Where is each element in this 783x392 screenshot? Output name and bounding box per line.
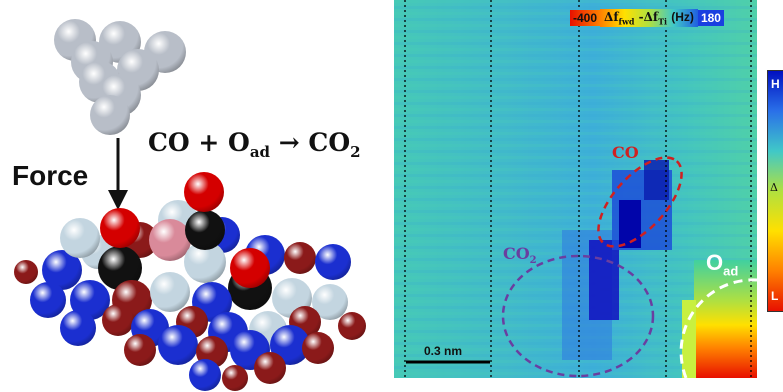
scan-line [394,66,757,69]
co2-label-text: CO [503,244,530,263]
scan-line [394,204,757,207]
surface-atom [158,325,198,365]
side-colorbar-low: L [771,289,779,303]
scan-line [394,48,757,51]
product: CO [308,128,351,157]
oad-label: Oad [706,250,738,278]
scan-line [394,198,757,201]
surface-atom [189,359,221,391]
co2-ellipse [501,254,655,378]
scan-line [394,216,757,219]
scan-line [394,222,757,225]
co2-label: CO2 [503,244,537,266]
colorbar-gradient: Δffwd -ΔfTi (Hz) [600,9,698,28]
scan-line [394,228,757,231]
co-label-text: CO [612,143,639,162]
surface-atom [150,272,190,312]
side-colorbar-high: H [771,77,780,91]
surface-atom [315,244,351,280]
scan-line [394,180,757,183]
scan-line [394,42,757,45]
co2-subscript: 2 [350,143,361,161]
scan-line [394,54,757,57]
scan-line [394,126,757,129]
oad-arc [679,278,757,378]
scan-line [394,96,757,99]
guide-lines [404,0,752,378]
scan-line [394,114,757,117]
surface-atom [100,208,140,248]
scan-line [394,360,757,363]
scan-line [394,84,757,87]
scan-line [394,132,757,135]
surface-atom [185,210,225,250]
scan-line [394,120,757,123]
scan-line [394,72,757,75]
surface-atom [124,334,156,366]
tip-atom [90,95,130,135]
scan-line [394,60,757,63]
scan-line [394,138,757,141]
surface-atom [149,219,191,261]
scan-line [394,108,757,111]
scan-line [394,366,757,369]
scan-line [394,150,757,153]
force-label: Force [12,160,89,191]
surface-atom [254,352,286,384]
side-colorbar-mid: Δ [770,181,778,194]
scan-line [394,168,757,171]
reaction-arrow: → [278,128,300,157]
co2-label-sub: 2 [529,255,537,267]
scan-line [394,6,757,9]
scan-line [394,156,757,159]
colorbar-minus: -Δf [638,10,659,24]
map-image [394,0,757,378]
surface-atom [338,312,366,340]
reactants: CO + O [148,128,250,157]
surface-atom [60,310,96,346]
surface-atom [184,172,224,212]
scan-line [394,192,757,195]
top-colorbar: -400 Δffwd -ΔfTi (Hz) 180 [570,9,724,28]
co-ellipse [597,156,683,248]
reaction-equation: CO + Oad → CO2 [148,128,361,161]
force-arrow [108,138,128,210]
colorbar-unit: (Hz) [671,10,694,24]
scan-line [394,30,757,33]
scan-line [394,144,757,147]
scan-line [394,372,757,375]
scan-line [394,162,757,165]
surface-atom [14,260,38,284]
scan-line [394,36,757,39]
oad-label-sub: ad [723,263,739,279]
colorbar-sub-fwd: fwd [618,16,635,27]
scan-line [394,102,757,105]
oad-label-text: O [706,250,724,275]
frequency-shift-map: -400 Δffwd -ΔfTi (Hz) 180 CO CO2 Oad 0.3… [394,0,757,378]
oad-subscript: ad [249,143,271,161]
side-colorbar: H Δ L [767,70,783,312]
scan-line [394,174,757,177]
colorbar-sub-ti: Ti [658,16,668,27]
colorbar-quantity: Δf [604,10,619,24]
surface-atom [102,304,134,336]
scale-bar-label: 0.3 nm [424,344,463,358]
scan-line [394,0,757,3]
scan-line [394,90,757,93]
surface-atom [30,282,66,318]
surface-atom [302,332,334,364]
surface-atom [284,242,316,274]
scan-line [394,78,757,81]
surface-atom [222,365,248,391]
colorbar-min: -400 [570,10,601,27]
scan-line [394,186,757,189]
surface-atom [230,248,270,288]
surface-atom [60,218,100,258]
colorbar-max: 180 [697,10,724,27]
scan-line [394,210,757,213]
co-label: CO [612,143,639,162]
